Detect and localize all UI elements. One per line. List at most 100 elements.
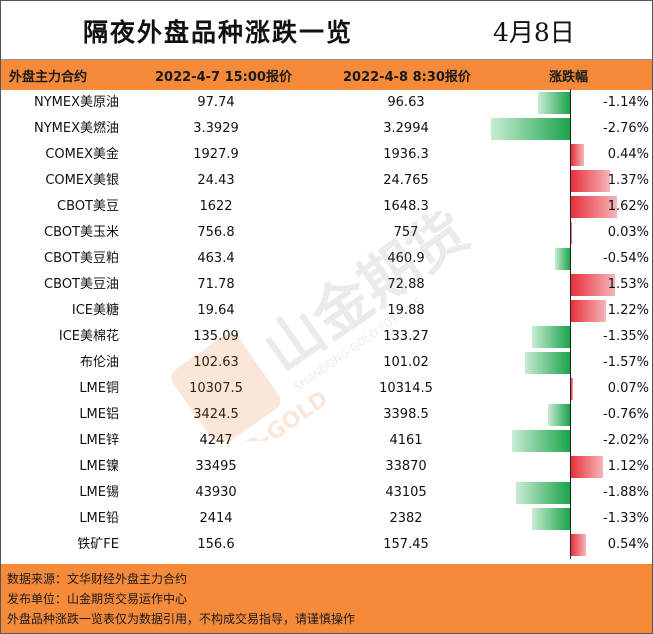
change-bar <box>525 352 570 374</box>
price-before: 1622 <box>199 199 233 214</box>
header-price-2: 2022-4-8 8:30报价 <box>343 69 471 85</box>
table-row: LME镍 33495 33870 1.12% <box>1 454 652 480</box>
table-row: CBOT美豆粕 463.4 460.9 -0.54% <box>1 246 652 272</box>
price-after: 3398.5 <box>383 407 429 422</box>
contract-name: LME铝 <box>79 407 119 422</box>
page-title: 隔夜外盘品种涨跌一览 <box>83 18 354 47</box>
table-row: LME铜 10307.5 10314.5 0.07% <box>1 376 652 402</box>
price-after: 19.88 <box>387 303 425 318</box>
change-percent: 0.54% <box>607 537 649 552</box>
table-row: LME锡 43930 43105 -1.88% <box>1 480 652 506</box>
header-change: 涨跌幅 <box>549 69 589 85</box>
change-bar <box>571 144 584 166</box>
change-percent: 1.12% <box>607 459 649 474</box>
price-after: 4161 <box>389 433 423 448</box>
change-bar <box>571 170 611 192</box>
price-after: 33870 <box>385 459 427 474</box>
table-row: LME铅 2414 2382 -1.33% <box>1 506 652 532</box>
change-bar <box>571 378 573 400</box>
change-bar <box>531 326 570 348</box>
contract-name: LME镍 <box>79 459 119 474</box>
table-row: ICE美糖 19.64 19.88 1.22% <box>1 298 652 324</box>
change-bar <box>512 430 570 452</box>
change-percent: -0.76% <box>603 407 649 422</box>
table-row: ICE美棉花 135.09 133.27 -1.35% <box>1 324 652 350</box>
price-before: 19.64 <box>197 303 235 318</box>
footer: 数据来源：文华财经外盘主力合约 发布单位：山金期货交易运作中心 外盘品种涨跌一览… <box>1 564 652 633</box>
contract-name: CBOT美豆 <box>57 199 119 214</box>
price-before: 4247 <box>199 433 233 448</box>
price-before: 156.6 <box>197 537 235 552</box>
change-bar <box>532 508 570 530</box>
change-percent: 0.44% <box>607 147 649 162</box>
contract-name: ICE美糖 <box>71 303 119 318</box>
price-before: 33495 <box>195 459 237 474</box>
price-before: 43930 <box>195 485 237 500</box>
footer-publisher: 发布单位：山金期货交易运作中心 <box>7 592 188 606</box>
change-percent: 1.62% <box>607 199 649 214</box>
contract-name: NYMEX美燃油 <box>33 121 119 136</box>
price-before: 24.43 <box>197 173 235 188</box>
price-before: 135.09 <box>193 329 239 344</box>
change-bar <box>516 482 570 504</box>
table-row: CBOT美豆油 71.78 72.88 1.53% <box>1 272 652 298</box>
price-after: 3.2994 <box>383 121 429 136</box>
change-bar <box>571 300 606 322</box>
contract-name: LME铜 <box>79 381 119 396</box>
price-after: 157.45 <box>383 537 429 552</box>
table-row: 布伦油 102.63 101.02 -1.57% <box>1 350 652 376</box>
price-before: 102.63 <box>193 355 239 370</box>
table-row: 铁矿FE 156.6 157.45 0.54% <box>1 532 652 558</box>
contract-name: 铁矿FE <box>77 537 119 552</box>
change-bar <box>491 118 570 140</box>
change-percent: -1.88% <box>603 485 649 500</box>
change-percent: -1.14% <box>603 95 649 110</box>
change-percent: 1.22% <box>607 303 649 318</box>
price-after: 2382 <box>389 511 423 526</box>
change-percent: 0.03% <box>607 225 649 240</box>
change-percent: -0.54% <box>603 251 649 266</box>
price-after: 24.765 <box>383 173 429 188</box>
change-bar <box>571 274 615 296</box>
change-percent: 1.37% <box>607 173 649 188</box>
change-bar <box>548 404 570 426</box>
date-label: 4月8日 <box>493 18 575 47</box>
change-percent: 1.53% <box>607 277 649 292</box>
contract-name: ICE美棉花 <box>58 329 119 344</box>
header-price-1: 2022-4-7 15:00报价 <box>155 69 292 85</box>
table-row: COMEX美银 24.43 24.765 1.37% <box>1 168 652 194</box>
change-bar <box>571 196 618 218</box>
price-before: 463.4 <box>197 251 235 266</box>
price-before: 2414 <box>199 511 233 526</box>
change-percent: -2.02% <box>603 433 649 448</box>
table-row: CBOT美豆 1622 1648.3 1.62% <box>1 194 652 220</box>
price-before: 3424.5 <box>193 407 239 422</box>
contract-name: COMEX美金 <box>45 147 119 162</box>
table-body: NYMEX美原油 97.74 96.63 -1.14% NYMEX美燃油 3.3929 3.… <box>1 90 652 558</box>
change-percent: -2.76% <box>603 121 649 136</box>
price-after: 96.63 <box>387 95 425 110</box>
table-row: NYMEX美燃油 3.3929 3.2994 -2.76% <box>1 116 652 142</box>
change-bar <box>571 222 572 244</box>
change-bar <box>554 248 570 270</box>
price-after: 133.27 <box>383 329 429 344</box>
price-before: 3.3929 <box>193 121 239 136</box>
price-after: 1648.3 <box>383 199 429 214</box>
contract-name: CBOT美玉米 <box>44 225 119 240</box>
price-after: 101.02 <box>383 355 429 370</box>
table-row: LME铝 3424.5 3398.5 -0.76% <box>1 402 652 428</box>
contract-name: NYMEX美原油 <box>33 95 119 110</box>
change-percent: 0.07% <box>607 381 649 396</box>
change-bar <box>571 534 587 556</box>
change-percent: -1.35% <box>603 329 649 344</box>
price-before: 97.74 <box>197 95 235 110</box>
table-header: 外盘主力合约 2022-4-7 15:00报价 2022-4-8 8:30报价 … <box>1 60 652 90</box>
change-percent: -1.57% <box>603 355 649 370</box>
price-after: 72.88 <box>387 277 425 292</box>
price-after: 43105 <box>385 485 427 500</box>
change-axis <box>570 89 571 559</box>
price-before: 10307.5 <box>189 381 243 396</box>
price-after: 10314.5 <box>379 381 433 396</box>
footer-disclaimer: 外盘品种涨跌一览表仅为数据引用，不构成交易指导，请谨慎操作 <box>7 612 356 626</box>
contract-name: LME锌 <box>79 433 119 448</box>
